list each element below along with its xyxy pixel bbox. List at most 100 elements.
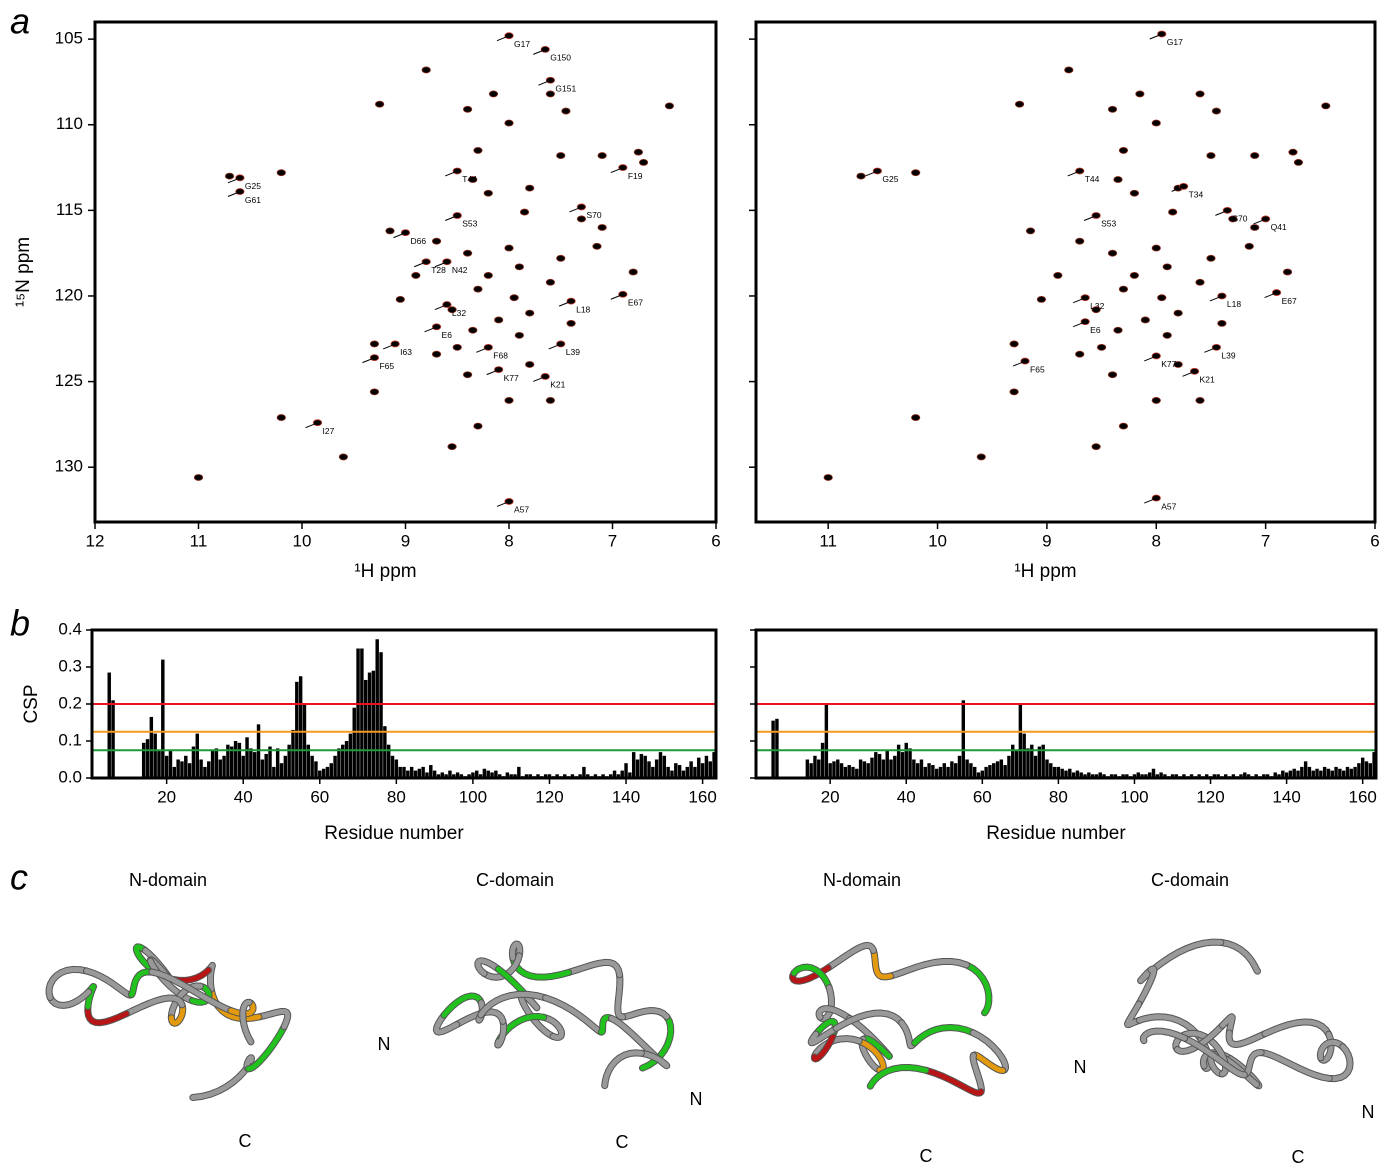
csp-bar bbox=[658, 752, 663, 778]
shift-arrow bbox=[1144, 356, 1155, 362]
x-tick-label: 160 bbox=[1348, 787, 1376, 806]
peak-label: E6 bbox=[1090, 325, 1101, 335]
backbone-trace bbox=[1138, 967, 1154, 984]
peak bbox=[823, 474, 833, 481]
shift-arrow bbox=[496, 36, 508, 42]
peak bbox=[1135, 90, 1145, 98]
csp-bar bbox=[187, 763, 192, 778]
csp-bar bbox=[635, 759, 640, 778]
backbone-trace bbox=[205, 962, 215, 992]
shift-arrow bbox=[1182, 371, 1193, 377]
peak bbox=[525, 184, 535, 192]
peak bbox=[1096, 343, 1107, 351]
peak bbox=[633, 148, 643, 156]
peak bbox=[395, 295, 405, 303]
peak bbox=[597, 152, 607, 159]
csp-bar bbox=[1334, 766, 1338, 778]
x-tick-label: 7 bbox=[608, 531, 617, 550]
backbone-trace bbox=[45, 965, 90, 1001]
peak bbox=[525, 361, 535, 368]
backbone-trace bbox=[1258, 1050, 1332, 1081]
csp-bar bbox=[1296, 770, 1300, 778]
x-tick-label: 9 bbox=[401, 531, 410, 550]
peak bbox=[1053, 272, 1063, 279]
peak bbox=[545, 278, 556, 286]
csp-bar bbox=[1315, 768, 1319, 778]
csp-bar bbox=[919, 759, 924, 778]
backbone-trace bbox=[1182, 1035, 1247, 1078]
peak bbox=[494, 316, 504, 324]
csp-bar bbox=[302, 704, 307, 778]
csp-bar bbox=[973, 766, 977, 778]
peak bbox=[1091, 306, 1101, 314]
shift-arrow bbox=[1149, 34, 1160, 40]
csp-bar bbox=[1357, 763, 1361, 778]
csp-bar bbox=[245, 737, 249, 778]
peak-label: N42 bbox=[452, 265, 468, 275]
csp-bar bbox=[337, 748, 341, 778]
backbone-trace bbox=[598, 1015, 614, 1035]
x-tick-label: 8 bbox=[504, 531, 513, 550]
y-tick-label: 0.3 bbox=[58, 656, 82, 675]
csp-bar bbox=[406, 770, 410, 778]
csp-bar bbox=[1052, 766, 1057, 778]
x-tick-label: 6 bbox=[711, 531, 720, 550]
csp-bar bbox=[1125, 774, 1129, 778]
csp-bar bbox=[230, 746, 234, 778]
peak-label: G25 bbox=[245, 181, 261, 191]
csp-bar bbox=[264, 753, 268, 778]
csp-bar bbox=[321, 768, 326, 778]
x-tick-label: 140 bbox=[1272, 787, 1300, 806]
assigned-peak bbox=[421, 258, 431, 266]
peak-label: T44 bbox=[462, 174, 477, 184]
csp-bar bbox=[475, 770, 479, 778]
csp-bar bbox=[494, 770, 498, 778]
peak-label: T28 bbox=[431, 265, 446, 275]
csp-bar bbox=[1163, 774, 1167, 778]
peak-label: E67 bbox=[628, 298, 643, 308]
x-tick-label: 6 bbox=[1370, 531, 1379, 550]
csp-bar bbox=[432, 770, 437, 778]
csp-bar bbox=[425, 772, 429, 778]
csp-bar bbox=[291, 729, 295, 778]
y-tick-label: 110 bbox=[56, 114, 83, 133]
csp-bar bbox=[1144, 774, 1148, 778]
csp-bar bbox=[980, 770, 985, 778]
csp-bar bbox=[490, 772, 494, 778]
peak bbox=[1168, 208, 1178, 216]
csp-bar bbox=[704, 755, 709, 778]
csp-bar bbox=[662, 755, 667, 778]
backbone-trace bbox=[1262, 1019, 1332, 1037]
csp-bar bbox=[402, 766, 406, 778]
backbone-trace bbox=[620, 1008, 670, 1020]
csp-bar bbox=[950, 761, 954, 778]
assigned-peak bbox=[540, 373, 550, 380]
terminus-label: C bbox=[239, 1131, 252, 1151]
csp-bar bbox=[1281, 770, 1285, 778]
backbone-trace bbox=[791, 964, 832, 991]
csp-bar bbox=[877, 753, 882, 778]
csp-bar bbox=[1224, 774, 1228, 778]
csp-bar bbox=[685, 766, 690, 778]
backbone-trace bbox=[808, 1025, 839, 1046]
peak-label: I27 bbox=[323, 426, 335, 436]
backbone-trace bbox=[833, 1010, 905, 1031]
assigned-peak bbox=[545, 76, 556, 84]
csp-bar bbox=[836, 759, 840, 778]
shift-arrow bbox=[424, 327, 435, 333]
csp-bar bbox=[969, 763, 973, 778]
plot-frame bbox=[754, 628, 1378, 780]
assigned-peak bbox=[1222, 206, 1232, 214]
backbone-trace bbox=[168, 1002, 186, 1026]
backbone-trace bbox=[970, 1052, 984, 1095]
csp-bar bbox=[908, 748, 912, 778]
peak bbox=[1282, 268, 1293, 276]
csp-bar bbox=[555, 774, 559, 778]
csp-bar bbox=[448, 770, 452, 778]
shift-arrow bbox=[227, 178, 239, 184]
peak-label: K77 bbox=[504, 373, 519, 383]
csp-bar bbox=[310, 755, 314, 778]
backbone-trace bbox=[441, 993, 484, 1018]
csp-bar bbox=[444, 774, 448, 778]
peak bbox=[1162, 331, 1172, 339]
